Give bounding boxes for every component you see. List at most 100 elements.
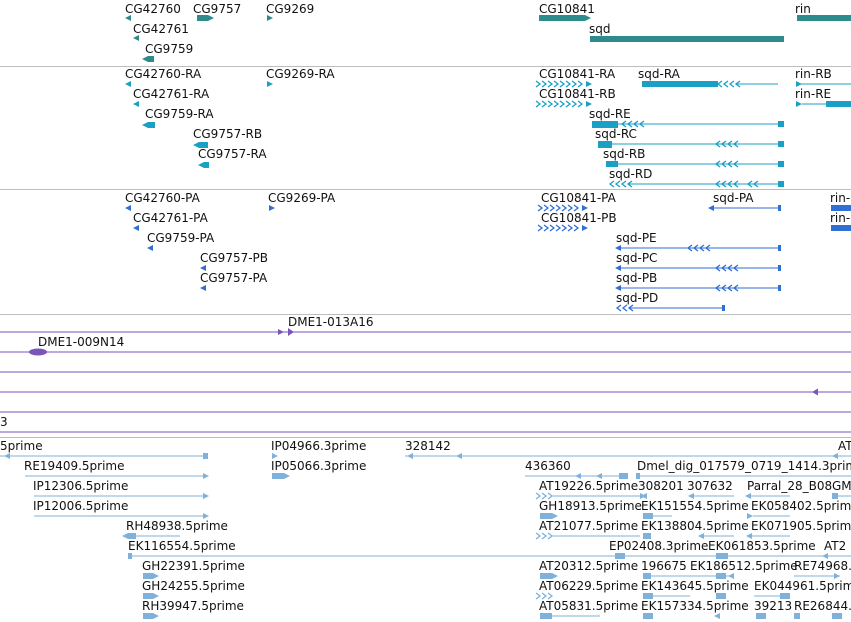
strand-arrow[interactable]: [125, 205, 131, 211]
protein-label[interactable]: CG9757-PB: [200, 251, 269, 265]
feature-exon[interactable]: [716, 553, 728, 559]
strand-chevron[interactable]: [535, 80, 542, 88]
feature-exon[interactable]: [204, 162, 209, 168]
feature-exon[interactable]: [636, 473, 640, 479]
strand-chevron[interactable]: [704, 244, 711, 252]
strand-chevron[interactable]: [541, 592, 548, 600]
protein-label[interactable]: rin-: [830, 191, 851, 205]
feature-exon[interactable]: [143, 593, 153, 599]
feature-exon[interactable]: [203, 453, 208, 459]
est-label[interactable]: EK138804.5prime: [641, 519, 749, 533]
feature-exon[interactable]: [794, 613, 800, 619]
strand-chevron[interactable]: [732, 180, 739, 188]
protein-label[interactable]: CG10841-PB: [541, 211, 617, 225]
protein-label[interactable]: CG9757-PA: [200, 271, 268, 285]
strand-arrow[interactable]: [267, 81, 273, 87]
strand-arrow[interactable]: [133, 35, 139, 41]
strand-arrow[interactable]: [747, 513, 753, 519]
strand-arrow[interactable]: [796, 101, 802, 107]
strand-arrow[interactable]: [596, 473, 602, 479]
strand-arrow[interactable]: [728, 573, 734, 579]
feature-exon[interactable]: [592, 121, 618, 128]
strand-chevron[interactable]: [720, 140, 727, 148]
strand-arrow[interactable]: [407, 453, 413, 459]
strand-chevron[interactable]: [732, 264, 739, 272]
strand-chevron[interactable]: [547, 100, 554, 108]
strand-chevron[interactable]: [720, 160, 727, 168]
strand-arrow[interactable]: [796, 81, 802, 87]
strand-chevron[interactable]: [535, 492, 542, 500]
strand-arrow[interactable]: [698, 533, 704, 539]
feature-exon[interactable]: [778, 285, 781, 291]
strand-chevron[interactable]: [638, 120, 645, 128]
clone-label[interactable]: 3: [0, 415, 8, 429]
est-label[interactable]: EK044961.5prime: [754, 579, 851, 593]
protein-label[interactable]: CG42760-PA: [125, 191, 200, 205]
strand-chevron[interactable]: [714, 264, 721, 272]
strand-chevron[interactable]: [567, 224, 574, 232]
est-label[interactable]: EP02408.3prime: [609, 539, 709, 553]
strand-chevron[interactable]: [543, 224, 550, 232]
est-label[interactable]: RE74968.: [794, 559, 851, 573]
est-label[interactable]: 308201: [638, 479, 684, 493]
feature-exon[interactable]: [197, 15, 208, 21]
strand-chevron[interactable]: [714, 284, 721, 292]
strand-arrow[interactable]: [586, 101, 592, 107]
strand-arrow[interactable]: [582, 205, 588, 211]
est-label[interactable]: EK186512.5prime: [690, 559, 798, 573]
est-label[interactable]: RE26844.: [794, 599, 851, 613]
strand-chevron[interactable]: [543, 204, 550, 212]
strand-chevron[interactable]: [573, 204, 580, 212]
strand-arrow[interactable]: [147, 245, 153, 251]
est-label[interactable]: AT19226.5prime: [539, 479, 639, 493]
feature-exon[interactable]: [643, 613, 653, 619]
strand-chevron[interactable]: [571, 80, 578, 88]
strand-arrow[interactable]: [615, 265, 621, 271]
strand-arrow[interactable]: [200, 265, 206, 271]
feature-exon[interactable]: [778, 161, 784, 167]
strand-chevron[interactable]: [714, 140, 721, 148]
strand-arrow[interactable]: [153, 613, 159, 619]
strand-chevron[interactable]: [537, 224, 544, 232]
feature-exon[interactable]: [778, 205, 781, 211]
strand-chevron[interactable]: [547, 532, 554, 540]
strand-arrow[interactable]: [585, 15, 591, 21]
strand-chevron[interactable]: [559, 100, 566, 108]
strand-arrow[interactable]: [615, 285, 621, 291]
strand-chevron[interactable]: [541, 80, 548, 88]
gene-label[interactable]: sqd: [589, 22, 611, 36]
strand-chevron[interactable]: [547, 592, 554, 600]
strand-chevron[interactable]: [620, 180, 627, 188]
protein-label[interactable]: CG42761-PA: [133, 211, 208, 225]
gene-label[interactable]: rin: [795, 2, 811, 16]
feature-exon[interactable]: [643, 533, 651, 539]
feature-exon[interactable]: [619, 473, 628, 479]
est-label[interactable]: IP05066.3prime: [271, 459, 367, 473]
transcript-label[interactable]: sqd-RB: [603, 147, 646, 161]
strand-chevron[interactable]: [553, 100, 560, 108]
strand-arrow[interactable]: [125, 81, 131, 87]
transcript-label[interactable]: sqd-RD: [609, 167, 653, 181]
protein-label[interactable]: rin-: [830, 211, 851, 225]
feature-exon[interactable]: [148, 56, 154, 62]
protein-label[interactable]: CG10841-PA: [541, 191, 616, 205]
feature-exon[interactable]: [642, 81, 718, 87]
strand-arrow[interactable]: [552, 513, 558, 519]
strand-chevron[interactable]: [726, 284, 733, 292]
strand-arrow[interactable]: [834, 573, 840, 579]
feature-exon[interactable]: [778, 141, 784, 147]
est-label[interactable]: AT: [838, 439, 851, 453]
strand-arrow[interactable]: [203, 473, 209, 479]
feature-exon[interactable]: [831, 225, 851, 231]
est-label[interactable]: EK143645.5prime: [641, 579, 749, 593]
strand-chevron[interactable]: [614, 180, 621, 188]
est-label[interactable]: EK058402.5prime: [751, 499, 851, 513]
strand-chevron[interactable]: [686, 244, 693, 252]
strand-chevron[interactable]: [571, 100, 578, 108]
strand-arrow[interactable]: [745, 493, 751, 499]
strand-arrow[interactable]: [269, 205, 275, 211]
strand-arrow[interactable]: [688, 493, 694, 499]
est-label[interactable]: GH22391.5prime: [142, 559, 245, 573]
strand-chevron[interactable]: [549, 204, 556, 212]
strand-arrow[interactable]: [198, 162, 204, 168]
